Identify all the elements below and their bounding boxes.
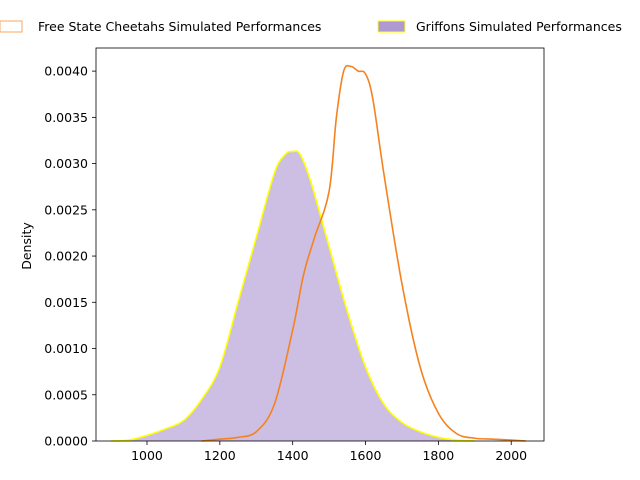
x-axis: 1000 1200 1400 1600 1800 2000 xyxy=(131,441,527,463)
legend: Free State Cheetahs Simulated Performanc… xyxy=(0,19,622,34)
x-tick-label: 1600 xyxy=(350,448,382,463)
y-tick-label: 0.0020 xyxy=(44,249,88,264)
y-axis-label: Density xyxy=(19,222,34,270)
legend-label: Free State Cheetahs Simulated Performanc… xyxy=(38,19,321,34)
y-tick-label: 0.0035 xyxy=(44,110,88,125)
griffons-density-area xyxy=(110,150,475,442)
legend-label: Griffons Simulated Performances xyxy=(416,19,622,34)
x-tick-label: 1400 xyxy=(277,448,309,463)
y-tick-label: 0.0000 xyxy=(44,434,88,449)
y-axis: 0.0000 0.0005 0.0010 0.0015 0.0020 0.0025 0.00… xyxy=(44,64,96,449)
legend-item: Griffons Simulated Performances xyxy=(377,19,622,34)
y-tick-label: 0.0040 xyxy=(44,64,88,79)
y-tick-label: 0.0030 xyxy=(44,156,88,171)
x-tick-label: 1800 xyxy=(422,448,454,463)
y-tick-label: 0.0010 xyxy=(44,341,88,356)
y-tick-label: 0.0015 xyxy=(44,295,88,310)
axes-frame xyxy=(95,47,545,442)
y-tick-label: 0.0025 xyxy=(44,202,88,217)
legend-swatch xyxy=(377,20,406,33)
legend-item: Free State Cheetahs Simulated Performanc… xyxy=(0,19,321,34)
legend-swatch xyxy=(0,20,23,33)
x-tick-label: 1200 xyxy=(204,448,236,463)
plot-areas xyxy=(110,64,526,442)
x-tick-label: 2000 xyxy=(495,448,527,463)
griffons-density-edge xyxy=(110,150,475,442)
x-tick-label: 1000 xyxy=(131,448,163,463)
cheetahs-density-line xyxy=(201,64,526,442)
griffons-density-fill xyxy=(110,151,475,442)
y-tick-label: 0.0005 xyxy=(44,387,88,402)
